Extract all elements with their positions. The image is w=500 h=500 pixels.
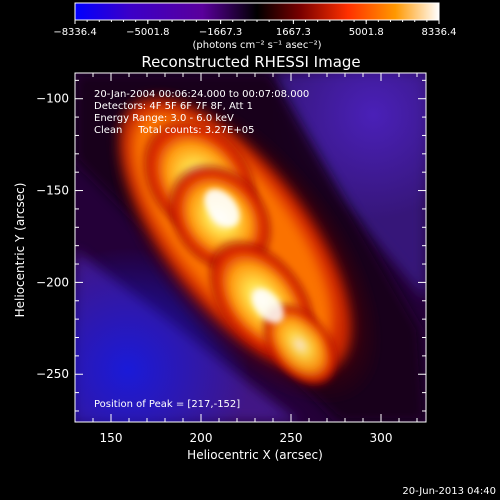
y-axis-label: Heliocentric Y (arcsec) bbox=[13, 183, 27, 318]
annotation-clean-counts: Clean Total counts: 3.27E+05 bbox=[94, 125, 254, 136]
footer-timestamp: 20-Jun-2013 04:40 bbox=[402, 486, 496, 497]
heatmap-image bbox=[75, 73, 426, 422]
y-axis-ticks: −100 −150 −200 −250 bbox=[36, 79, 426, 412]
annotation-time-range: 20-Jan-2004 00:06:24.000 to 00:07:08.000 bbox=[94, 89, 309, 100]
peak-position-label: Position of Peak = [217,-152] bbox=[94, 399, 240, 410]
colorbar-tick-label: 8336.4 bbox=[422, 27, 457, 38]
x-tick-label: 200 bbox=[190, 431, 213, 445]
chart-title: Reconstructed RHESSI Image bbox=[141, 53, 360, 71]
colorbar-tick-label: −1667.3 bbox=[199, 27, 242, 38]
x-tick-label: 300 bbox=[370, 431, 393, 445]
colorbar-tick-label: 5001.8 bbox=[349, 27, 384, 38]
annotation-detectors: Detectors: 4F 5F 6F 7F 8F, Att 1 bbox=[94, 101, 253, 112]
x-axis-label: Heliocentric X (arcsec) bbox=[187, 448, 323, 462]
x-tick-label: 150 bbox=[100, 431, 123, 445]
colorbar-unit-label: (photons cm⁻² s⁻¹ asec⁻²) bbox=[192, 40, 321, 51]
x-axis-ticks: 150 200 250 300 bbox=[74, 73, 418, 445]
colorbar-tick-label: −8336.4 bbox=[53, 27, 96, 38]
annotation-energy-range: Energy Range: 3.0 - 6.0 keV bbox=[94, 113, 234, 124]
colorbar-ticks: −8336.4 −5001.8 −1667.3 1667.3 5001.8 8336.4 bbox=[53, 20, 457, 38]
colorbar: −8336.4 −5001.8 −1667.3 1667.3 5001.8 8336.4 … bbox=[53, 2, 457, 51]
colorbar-gradient bbox=[74, 2, 440, 21]
colorbar-tick-label: −5001.8 bbox=[126, 27, 169, 38]
flare-bottom-lobe bbox=[260, 300, 340, 390]
info-annotations: 20-Jan-2004 00:06:24.000 to 00:07:08.000… bbox=[94, 89, 309, 136]
y-tick-label: −200 bbox=[36, 275, 69, 289]
y-tick-label: −250 bbox=[36, 367, 69, 381]
y-tick-label: −150 bbox=[36, 184, 69, 198]
colorbar-tick-label: 1667.3 bbox=[276, 27, 311, 38]
flare-white-core-1 bbox=[204, 188, 240, 228]
plot-frame bbox=[74, 72, 427, 423]
y-tick-label: −100 bbox=[36, 92, 69, 106]
x-tick-label: 250 bbox=[280, 431, 303, 445]
flare-white-core-2 bbox=[252, 288, 284, 324]
